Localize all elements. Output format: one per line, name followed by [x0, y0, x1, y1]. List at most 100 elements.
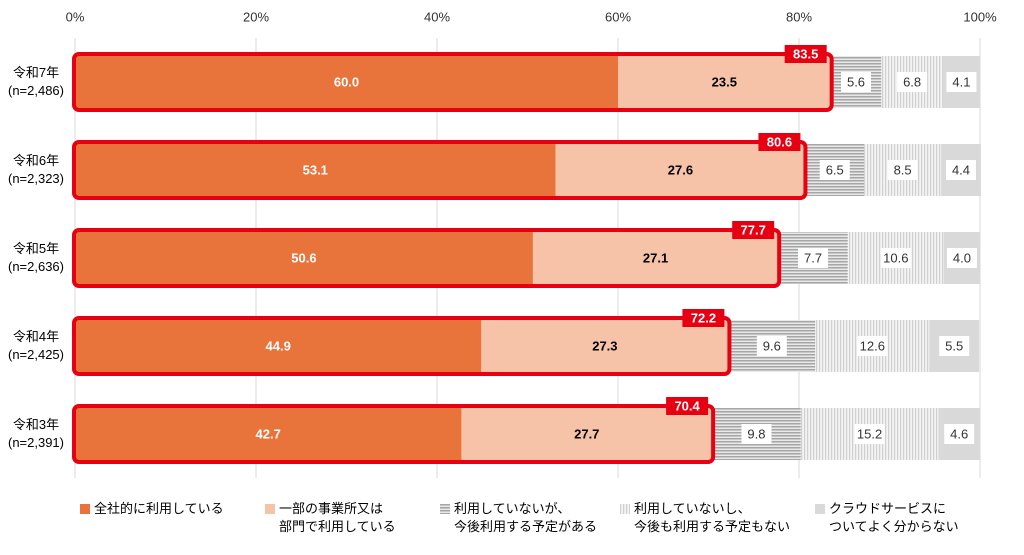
label-box: [946, 248, 977, 268]
value-label: 44.9: [266, 338, 291, 353]
legend-swatch: [620, 504, 630, 514]
value-label: 12.6: [860, 338, 885, 353]
label-box: [756, 336, 787, 356]
plot: 0% 20% 40% 60% 80% 100% 60.0 23.5 5.6 6.8 4.1 83.5 5…: [66, 9, 997, 478]
label-box: [946, 72, 977, 92]
total-label-box: [732, 221, 775, 239]
bar-segment: [75, 144, 556, 196]
value-label: 6.8: [903, 74, 921, 89]
category-note: (n=2,425): [7, 347, 64, 362]
label-box: [897, 72, 928, 92]
category-note: (n=2,636): [7, 259, 64, 274]
value-label: 4.1: [952, 74, 970, 89]
label-box: [854, 424, 885, 444]
legend-label: クラウドサービスに ついてよく分からない: [829, 501, 959, 534]
value-label: 9.8: [747, 426, 765, 441]
category-note: (n=2,391): [7, 435, 64, 450]
category-note: (n=2,323): [7, 171, 64, 186]
legend-label: 利用していないし、 今後も利用する予定もない: [634, 501, 791, 534]
bar-segment: [75, 56, 618, 108]
x-tick-label: 100%: [963, 9, 997, 24]
total-label: 70.4: [674, 398, 700, 413]
total-label: 83.5: [793, 46, 818, 61]
label-box: [880, 248, 911, 268]
y-label: 令和4年 (n=2,425): [0, 328, 72, 364]
value-label: 23.5: [712, 74, 737, 89]
legend-label: 利用していないが、 今後利用する予定がある: [454, 501, 598, 534]
total-label: 72.2: [691, 310, 716, 325]
label-box: [841, 72, 872, 92]
category-label: 令和4年: [12, 329, 60, 344]
y-label: 令和6年 (n=2,323): [0, 152, 72, 188]
y-label: 令和5年 (n=2,636): [0, 240, 72, 276]
legend-swatch: [440, 504, 450, 514]
legend-item: クラウドサービスに ついてよく分からない: [815, 500, 959, 536]
legend-swatch-fill: [440, 504, 450, 514]
legend-swatch-fill: [620, 504, 630, 514]
bar-segment: [75, 320, 482, 372]
value-label: 5.5: [945, 338, 963, 353]
total-outline: [72, 316, 732, 376]
legend-swatch-fill: [80, 504, 90, 514]
total-outline: [72, 52, 834, 112]
value-label: 4.4: [952, 162, 970, 177]
total-outline: [72, 404, 716, 464]
bar-segment: [555, 144, 806, 196]
x-tick-label: 0%: [66, 9, 85, 24]
x-tick-label: 20%: [243, 9, 269, 24]
value-label: 27.6: [668, 162, 693, 177]
legend-label: 一部の事業所又は 部門で利用している: [279, 501, 396, 534]
legend-swatch: [265, 504, 275, 514]
bar-segment: [618, 56, 831, 108]
category-note: (n=2,486): [7, 83, 64, 98]
value-label: 15.2: [857, 426, 882, 441]
bar-segment: [75, 232, 533, 284]
value-label: 4.0: [953, 250, 971, 265]
legend-swatch: [80, 504, 90, 514]
value-label: 53.1: [303, 162, 328, 177]
total-label-box: [666, 397, 709, 415]
value-label: 5.6: [847, 74, 865, 89]
y-label: 令和7年 (n=2,486): [0, 64, 72, 100]
value-label: 9.6: [763, 338, 781, 353]
label-box: [939, 336, 970, 356]
value-label: 10.6: [883, 250, 908, 265]
x-tick-label: 60%: [605, 9, 631, 24]
value-label: 27.7: [574, 426, 599, 441]
value-label: 50.6: [291, 250, 316, 265]
label-box: [741, 424, 772, 444]
label-box: [857, 336, 888, 356]
x-tick-label: 40%: [424, 9, 450, 24]
value-label: 60.0: [334, 74, 359, 89]
label-box: [945, 160, 976, 180]
total-label-box: [784, 45, 827, 63]
legend-item: 全社的に利用している: [80, 500, 224, 518]
category-label: 令和3年: [12, 417, 60, 432]
total-label: 80.6: [767, 134, 792, 149]
legend-item: 一部の事業所又は 部門で利用している: [265, 500, 396, 536]
bar-segment: [75, 408, 462, 460]
category-label: 令和6年: [12, 153, 60, 168]
bar-segment: [461, 408, 713, 460]
label-box: [944, 424, 975, 444]
label-box: [819, 160, 850, 180]
total-outline: [72, 228, 782, 288]
category-label: 令和7年: [12, 65, 60, 80]
value-label: 27.1: [643, 250, 668, 265]
value-label: 27.3: [592, 338, 617, 353]
total-label-box: [682, 309, 725, 327]
legend-swatch-fill: [815, 504, 825, 514]
value-label: 6.5: [826, 162, 844, 177]
legend-label: 全社的に利用している: [94, 501, 224, 516]
value-label: 7.7: [804, 250, 822, 265]
value-label: 8.5: [894, 162, 912, 177]
value-label: 4.6: [950, 426, 968, 441]
legend-swatch: [815, 504, 825, 514]
x-tick-label: 80%: [786, 9, 812, 24]
category-label: 令和5年: [12, 241, 60, 256]
bar-segment: [481, 320, 729, 372]
legend: 全社的に利用している 一部の事業所又は 部門で利用している 利用していないが、 今後…: [80, 500, 1010, 550]
legend-item: 利用していないが、 今後利用する予定がある: [440, 500, 597, 536]
legend-item: 利用していないし、 今後も利用する予定もない: [620, 500, 790, 536]
bar-segment: [532, 232, 779, 284]
